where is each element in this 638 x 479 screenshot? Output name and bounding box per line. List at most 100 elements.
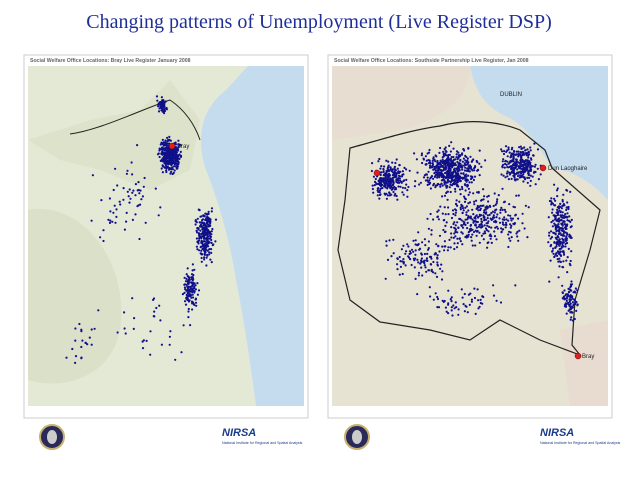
dot xyxy=(551,208,554,211)
dot xyxy=(460,153,464,156)
dot xyxy=(159,105,162,108)
dot xyxy=(495,216,498,219)
dot xyxy=(509,172,512,175)
dot xyxy=(555,211,558,214)
logo-name: NIRSA xyxy=(540,427,574,439)
dot xyxy=(485,222,488,225)
dot xyxy=(561,211,564,214)
dot xyxy=(432,298,435,301)
dot xyxy=(568,300,571,303)
dot xyxy=(440,263,443,266)
dot xyxy=(487,220,490,223)
dot xyxy=(576,303,579,306)
dot xyxy=(441,156,444,159)
dot xyxy=(203,249,206,252)
dot xyxy=(456,221,459,224)
dot xyxy=(418,183,421,186)
dot xyxy=(450,309,453,312)
dot xyxy=(565,312,568,315)
dot xyxy=(463,169,466,172)
dot xyxy=(564,215,568,218)
dot xyxy=(405,168,408,171)
dot xyxy=(562,214,566,217)
dot xyxy=(74,327,77,330)
dot xyxy=(162,99,165,102)
dot xyxy=(112,188,115,192)
dot xyxy=(562,260,565,263)
dot xyxy=(430,229,433,232)
dot xyxy=(464,218,467,221)
dot xyxy=(168,335,171,338)
dot xyxy=(122,187,125,190)
dot xyxy=(400,248,403,251)
dot xyxy=(569,220,572,223)
dot xyxy=(442,300,445,303)
dot xyxy=(438,165,441,169)
dot xyxy=(378,189,381,192)
dot xyxy=(370,169,373,173)
dot xyxy=(457,178,461,181)
dot xyxy=(501,150,504,153)
dot xyxy=(501,208,504,211)
office xyxy=(574,352,582,360)
dot xyxy=(372,175,375,178)
dot xyxy=(522,173,525,176)
dot xyxy=(511,217,515,220)
dot xyxy=(480,220,484,223)
dot xyxy=(407,245,410,248)
office xyxy=(168,142,176,150)
dot xyxy=(134,194,137,197)
dot xyxy=(456,168,459,171)
dot xyxy=(490,235,493,238)
dot xyxy=(463,176,466,179)
dot xyxy=(478,162,481,165)
dot xyxy=(569,190,572,193)
dot xyxy=(209,258,212,261)
dot xyxy=(200,260,203,263)
dot xyxy=(564,213,567,216)
dot xyxy=(417,261,420,264)
dot xyxy=(518,162,521,165)
dot xyxy=(512,171,515,174)
dot xyxy=(569,226,572,229)
dot xyxy=(484,232,487,235)
dot xyxy=(415,158,418,161)
dot xyxy=(206,222,209,225)
dot xyxy=(536,167,539,170)
dot xyxy=(559,211,562,214)
dot xyxy=(438,171,441,174)
dot xyxy=(527,160,530,163)
dot xyxy=(450,156,453,159)
dot xyxy=(435,243,438,246)
dot xyxy=(444,213,447,216)
dot xyxy=(426,176,429,179)
dot xyxy=(566,256,569,259)
dot xyxy=(557,232,561,236)
dot xyxy=(203,256,206,259)
dot xyxy=(453,247,456,251)
dot xyxy=(397,185,400,188)
dot xyxy=(480,165,483,168)
dot xyxy=(211,227,214,231)
dot xyxy=(189,294,192,297)
dot xyxy=(486,214,489,217)
dot xyxy=(197,240,200,243)
dot xyxy=(154,187,157,190)
dot xyxy=(515,194,518,197)
dot xyxy=(566,219,569,222)
dot xyxy=(424,163,427,166)
dot xyxy=(452,222,455,226)
dot xyxy=(473,200,476,203)
dot xyxy=(417,274,420,277)
dot xyxy=(134,213,137,216)
dot xyxy=(86,343,89,346)
dot xyxy=(458,237,461,240)
dot xyxy=(562,251,566,254)
dot xyxy=(207,245,210,248)
dot xyxy=(200,256,203,260)
dot xyxy=(564,245,567,248)
dot xyxy=(421,274,424,277)
dot xyxy=(469,177,473,181)
dot xyxy=(507,245,510,249)
dot xyxy=(449,157,453,161)
